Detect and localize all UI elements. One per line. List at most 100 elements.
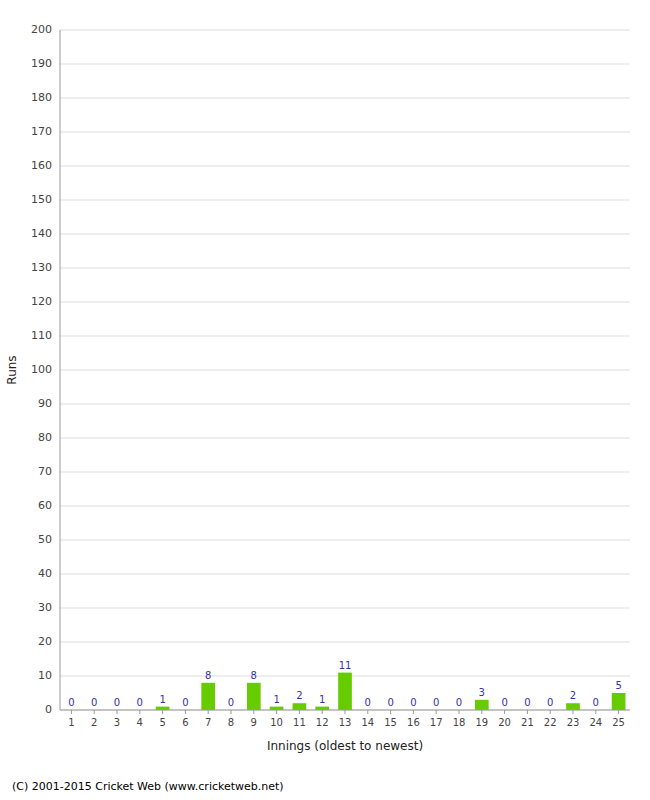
bar [270,707,284,710]
bar [156,707,170,710]
chart-container: 0102030405060708090100110120130140150160… [0,0,650,800]
data-label: 0 [228,697,234,708]
bar [315,707,329,710]
x-tick-label: 5 [159,717,165,728]
y-tick-label: 0 [45,703,52,716]
y-tick-label: 190 [31,57,52,70]
y-tick-label: 60 [38,499,52,512]
x-tick-label: 21 [521,717,534,728]
grid-line [60,472,630,473]
x-tick-label: 1 [68,717,74,728]
y-tick-label: 130 [31,261,52,274]
y-tick-label: 180 [31,91,52,104]
footer-annotation: (C) 2001-2015 Cricket Web (www.cricketwe… [12,780,284,793]
x-tick [527,710,528,714]
x-tick [550,710,551,714]
y-tick-label: 10 [38,669,52,682]
y-tick-label: 40 [38,567,52,580]
x-tick [345,710,346,714]
data-label: 0 [593,697,599,708]
x-tick-label: 11 [293,717,306,728]
grid-line [60,302,630,303]
x-tick [481,710,482,714]
x-tick-label: 8 [228,717,234,728]
x-tick [573,710,574,714]
x-tick-label: 24 [589,717,602,728]
x-tick-label: 12 [316,717,329,728]
x-tick-label: 18 [453,717,466,728]
data-label: 3 [479,687,485,698]
data-label: 0 [456,697,462,708]
x-tick-label: 10 [270,717,283,728]
y-tick-label: 160 [31,159,52,172]
data-label: 0 [91,697,97,708]
x-tick [390,710,391,714]
x-tick [618,710,619,714]
grid-line [60,336,630,337]
x-tick-label: 3 [114,717,120,728]
grid-line [60,506,630,507]
x-tick-label: 16 [407,717,420,728]
data-label: 0 [137,697,143,708]
data-label: 0 [387,697,393,708]
y-tick-label: 20 [38,635,52,648]
grid-line [60,370,630,371]
x-tick-label: 20 [498,717,511,728]
y-tick-label: 30 [38,601,52,614]
grid-line [60,234,630,235]
y-tick-label: 150 [31,193,52,206]
data-label: 0 [501,697,507,708]
x-tick [162,710,163,714]
data-label: 0 [547,697,553,708]
x-tick [94,710,95,714]
y-tick-label: 70 [38,465,52,478]
grid [60,30,630,710]
x-tick [299,710,300,714]
grid-line [60,608,630,609]
grid-line [60,438,630,439]
data-label: 0 [114,697,120,708]
x-tick [117,710,118,714]
x-tick [504,710,505,714]
grid-line [60,200,630,201]
data-label: 1 [319,694,325,705]
x-tick-label: 2 [91,717,97,728]
x-tick-label: 22 [544,717,557,728]
x-tick [322,710,323,714]
x-tick [459,710,460,714]
y-tick-label: 170 [31,125,52,138]
x-tick [185,710,186,714]
data-label: 1 [159,694,165,705]
data-label: 0 [524,697,530,708]
x-tick [139,710,140,714]
bar [566,703,580,710]
y-tick-label: 90 [38,397,52,410]
y-tick-label: 100 [31,363,52,376]
y-axis-line [60,30,61,710]
x-tick-label: 19 [475,717,488,728]
x-tick [231,710,232,714]
bar [293,703,307,710]
grid-line [60,404,630,405]
data-label: 8 [205,670,211,681]
grid-line [60,642,630,643]
y-tick-label: 140 [31,227,52,240]
y-axis-label: Runs [5,355,19,384]
bars [156,673,626,710]
x-tick [71,710,72,714]
data-label: 2 [570,690,576,701]
x-tick [253,710,254,714]
bar [201,683,215,710]
data-label: 1 [273,694,279,705]
data-label: 0 [410,697,416,708]
y-tick-label: 200 [31,23,52,36]
grid-line [60,64,630,65]
x-tick-label: 17 [430,717,443,728]
bar [612,693,626,710]
data-label: 5 [615,680,621,691]
chart-svg: 0102030405060708090100110120130140150160… [0,0,650,800]
x-tick [413,710,414,714]
x-tick [367,710,368,714]
x-axis-label: Innings (oldest to newest) [267,739,423,753]
data-label: 8 [251,670,257,681]
